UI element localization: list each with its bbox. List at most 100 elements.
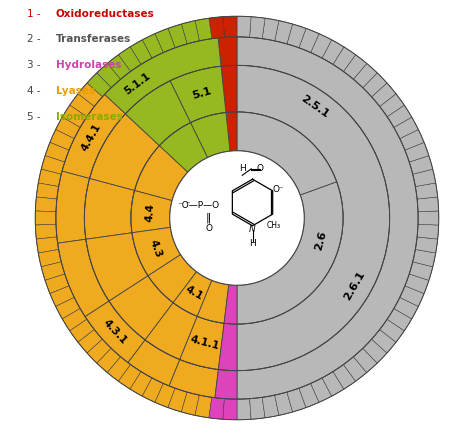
Polygon shape [387, 309, 412, 331]
Polygon shape [237, 399, 251, 420]
Polygon shape [299, 383, 319, 408]
Polygon shape [209, 17, 224, 39]
Polygon shape [333, 364, 356, 389]
Polygon shape [417, 197, 438, 212]
Polygon shape [36, 237, 59, 253]
Polygon shape [274, 392, 292, 416]
Text: O⁻: O⁻ [273, 185, 284, 194]
Polygon shape [173, 272, 212, 317]
Polygon shape [58, 239, 109, 317]
Polygon shape [45, 274, 69, 293]
Polygon shape [237, 182, 343, 324]
Polygon shape [148, 255, 197, 303]
Polygon shape [107, 55, 130, 79]
Polygon shape [262, 395, 279, 418]
Text: 2.5.1: 2.5.1 [299, 94, 331, 120]
Polygon shape [197, 280, 229, 323]
Text: 1 -: 1 - [27, 9, 41, 19]
Text: 5 -: 5 - [27, 112, 41, 122]
Polygon shape [413, 169, 436, 187]
Polygon shape [169, 360, 219, 398]
Polygon shape [405, 143, 429, 162]
Polygon shape [394, 117, 419, 139]
Polygon shape [55, 297, 80, 319]
Text: H: H [239, 164, 246, 174]
Polygon shape [142, 34, 164, 58]
Polygon shape [87, 73, 111, 97]
Polygon shape [354, 348, 377, 373]
Polygon shape [145, 303, 197, 360]
Polygon shape [310, 378, 332, 402]
Text: H: H [249, 239, 256, 249]
Polygon shape [344, 55, 367, 79]
Polygon shape [413, 249, 436, 267]
Text: 4.1: 4.1 [184, 285, 205, 302]
Polygon shape [86, 233, 148, 301]
Text: 4.1.1: 4.1.1 [189, 335, 220, 352]
Polygon shape [125, 81, 191, 146]
Polygon shape [38, 249, 61, 267]
Text: Transferases: Transferases [56, 34, 131, 44]
Polygon shape [159, 123, 208, 172]
Polygon shape [387, 105, 412, 127]
Polygon shape [97, 348, 120, 373]
Polygon shape [41, 262, 65, 280]
Polygon shape [90, 114, 159, 191]
Polygon shape [322, 371, 344, 396]
Text: ‖: ‖ [206, 213, 211, 223]
Polygon shape [415, 183, 438, 199]
Polygon shape [36, 197, 57, 212]
Polygon shape [223, 399, 237, 420]
Polygon shape [62, 105, 87, 127]
Text: N: N [249, 225, 256, 234]
Polygon shape [36, 224, 57, 239]
Polygon shape [55, 117, 80, 139]
Polygon shape [107, 357, 130, 381]
Polygon shape [363, 339, 387, 363]
Text: 2.6.1: 2.6.1 [342, 269, 367, 302]
Polygon shape [363, 73, 387, 97]
Polygon shape [131, 191, 172, 233]
Polygon shape [87, 339, 111, 363]
Polygon shape [78, 83, 102, 106]
Polygon shape [97, 63, 120, 88]
Polygon shape [78, 330, 102, 353]
Polygon shape [380, 319, 404, 342]
Polygon shape [372, 83, 396, 106]
Polygon shape [237, 16, 251, 37]
Polygon shape [237, 37, 418, 399]
Polygon shape [223, 16, 237, 37]
Text: ⁻: ⁻ [185, 201, 190, 210]
Polygon shape [70, 94, 94, 117]
Polygon shape [62, 95, 125, 178]
Text: Hydrolases: Hydrolases [56, 60, 121, 70]
Polygon shape [195, 18, 212, 41]
Polygon shape [400, 286, 424, 307]
Polygon shape [130, 371, 152, 396]
Text: O: O [205, 224, 212, 233]
Polygon shape [62, 309, 87, 331]
Polygon shape [182, 20, 200, 44]
Polygon shape [142, 378, 164, 402]
Text: 3 -: 3 - [27, 60, 41, 70]
Polygon shape [418, 211, 439, 225]
Polygon shape [372, 330, 396, 353]
Polygon shape [38, 169, 61, 187]
Polygon shape [135, 146, 188, 201]
Text: CH₃: CH₃ [266, 221, 280, 230]
Polygon shape [237, 65, 390, 371]
Polygon shape [218, 37, 237, 66]
Polygon shape [299, 28, 319, 53]
Polygon shape [274, 20, 292, 44]
Polygon shape [45, 143, 69, 162]
Polygon shape [209, 397, 224, 419]
Polygon shape [262, 18, 279, 41]
Polygon shape [250, 17, 265, 39]
Polygon shape [344, 357, 367, 381]
Polygon shape [180, 317, 224, 369]
Polygon shape [409, 262, 433, 280]
Polygon shape [170, 66, 226, 123]
Polygon shape [219, 323, 237, 371]
Polygon shape [50, 286, 74, 307]
Text: O: O [257, 164, 264, 174]
